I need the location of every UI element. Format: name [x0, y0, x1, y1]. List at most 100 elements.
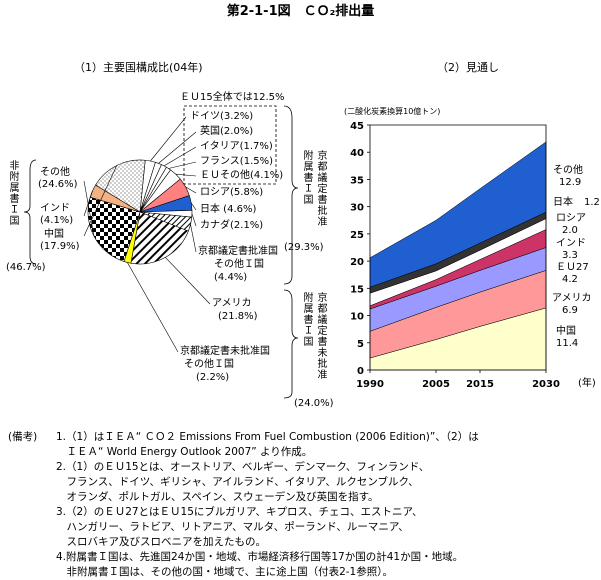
- note-1: (備考) 1.（1）はＩＥＡ“ ＣＯ２ Emissions From Fuel …: [8, 430, 596, 445]
- y-tick-label-6: 30: [350, 203, 364, 214]
- pie-label-canada: カナダ(2.1%): [200, 220, 264, 231]
- pie-label-other: その他: [40, 167, 70, 178]
- pie-label-other-pct: (24.6%): [38, 179, 78, 190]
- pie-leader-4: [175, 173, 197, 177]
- note-4-line-1: 4.附属書Ｉ国は、先進国24か国・地域、市場経済移行国等17か国の計41か国・地…: [56, 551, 464, 563]
- note-1-line-1: 1.（1）はＩＥＡ“ ＣＯ２ Emissions From Fuel Combu…: [56, 431, 479, 443]
- pie-label-italy: イタリア(1.7%): [200, 141, 273, 152]
- pie-label-germany: ドイツ(3.2%): [190, 111, 254, 122]
- x-tick-label-2: 2015: [466, 379, 494, 390]
- pie-leader-2: [163, 146, 197, 167]
- pie-leader-5: [185, 186, 197, 194]
- note-2-line-2: フランス、ドイツ、ギリシャ、アイルランド、イタリア、ルクセンブルク、: [56, 476, 419, 488]
- bracket-non-annex1: [23, 159, 37, 265]
- pie-leader-left-0: [83, 180, 95, 237]
- pie-label-usa: アメリカ: [212, 298, 252, 309]
- y-tick-label-4: 20: [350, 257, 364, 268]
- series-value-russia: 2.0: [562, 225, 578, 236]
- pie-label-nonratified: 京都議定書未批准国: [180, 346, 270, 357]
- pie-leader-10: [127, 262, 179, 353]
- y-tick-label-9: 45: [350, 121, 364, 132]
- pie-leader-left-2: [83, 165, 118, 237]
- pie-label-france: フランス(1.5%): [200, 156, 274, 167]
- y-tick-label-5: 25: [350, 230, 364, 241]
- series-label-eu27: ＥＵ27: [556, 262, 589, 273]
- group-non-annex1-label: 非附属書Ｉ国: [7, 160, 18, 226]
- pie-leader-6: [190, 202, 197, 211]
- pie-slice-13: [95, 159, 146, 213]
- pie-label-annex1-other-pct: (4.4%): [214, 272, 248, 283]
- note-3-line-2: ハンガリー、ラトビア、リトアニア、マルタ、ポーランド、ルーマニア、: [56, 521, 409, 533]
- notes: (備考) 1.（1）はＩＥＡ“ ＣＯ２ Emissions From Fuel …: [8, 430, 596, 580]
- eu15-group-frame: [183, 105, 277, 185]
- series-value-eu27: 4.2: [562, 274, 578, 285]
- pie-leader-1: [158, 131, 197, 164]
- y-tick-label-3: 15: [350, 284, 364, 295]
- area-xaxis-unit: (年): [578, 378, 596, 389]
- pie-eu15-total: ＥＵ15全体では12.5%: [180, 92, 285, 103]
- series-value-other: 12.9: [559, 177, 582, 188]
- pie-label-nonratified-2: その他Ｉ国: [184, 359, 234, 370]
- group-nonratified-label-1: 附属書Ｉ国: [301, 292, 312, 347]
- charts-canvas: 0 5 10 15 20 25 30 35 40 45 1990 2005 2015 2030: [23, 105, 560, 399]
- bracket-ratified: [283, 105, 299, 285]
- series-value-india: 3.3: [562, 250, 578, 261]
- pie-label-eu-other: ＥＵその他(4.1%): [200, 170, 284, 181]
- group-ratified-pct: (29.3%): [284, 242, 324, 253]
- pie-chart: [87, 159, 193, 265]
- pie-label-india-pct: (4.1%): [40, 215, 74, 226]
- pie-leader-0: [150, 116, 187, 162]
- pie-slice-11: [87, 196, 141, 262]
- pie-label-japan: 日本 (4.6%): [200, 204, 257, 215]
- pie-panel-title: （1）主要国構成比(04年): [74, 61, 203, 74]
- pie-leader-lines: [23, 105, 299, 399]
- pie-label-india: インド: [40, 203, 70, 214]
- group-ratified-label-1: 附属書Ｉ国: [301, 150, 312, 205]
- y-tick-label-2: 10: [350, 312, 364, 323]
- pie-label-annex1-other: 京都議定書批准国: [198, 246, 278, 257]
- pie-label-uk: 英国(2.0%): [200, 126, 254, 137]
- series-label-china: 中国: [556, 326, 576, 337]
- pie-leader-3: [168, 161, 197, 169]
- note-1-line-2: ＩＥＡ“ World Energy Outlook 2007” より作成。: [56, 446, 313, 458]
- note-2-line-1: 2.（1）のＥＵ15とは、オーストリア、ベルギー、デンマーク、フィンランド、: [56, 461, 430, 473]
- area-panel-title: （2）見通し: [437, 61, 499, 74]
- series-label-usa: アメリカ: [552, 293, 592, 304]
- y-tick-label-0: 0: [357, 366, 364, 377]
- note-3-line-3: スロバキア及びスロベニアを加えたもの。: [56, 536, 266, 548]
- series-label-other: その他: [553, 165, 583, 176]
- y-tick-label-7: 35: [350, 175, 364, 186]
- series-value-japan: 1.2: [584, 197, 600, 208]
- series-value-china: 11.4: [556, 338, 579, 349]
- series-value-usa: 6.9: [562, 305, 578, 316]
- series-label-japan: 日本: [553, 197, 573, 208]
- group-nonratified-label-2: 京都議定書未批准: [315, 292, 326, 380]
- pie-leader-7: [191, 213, 197, 227]
- series-label-russia: ロシア: [556, 213, 586, 224]
- pie-leader-9: [165, 257, 211, 305]
- x-tick-label-0: 1990: [356, 379, 384, 390]
- y-tick-label-8: 40: [350, 148, 364, 159]
- pie-label-usa-pct: (21.8%): [218, 311, 258, 322]
- pie-label-china: 中国: [44, 229, 64, 240]
- figure-title: 第2-1-1図 ＣＯ₂排出量: [226, 4, 375, 19]
- pie-leader-left-1: [83, 190, 93, 217]
- pie-label-nonratified-pct: (2.2%): [196, 372, 230, 383]
- pie-slice-9: [130, 211, 189, 265]
- y-tick-label-1: 5: [357, 339, 364, 350]
- area-unit-label: (二酸化炭素換算10億トン): [344, 107, 441, 116]
- pie-leader-8: [190, 224, 197, 253]
- bracket-nonratified: [283, 289, 299, 399]
- x-tick-label-3: 2030: [532, 379, 560, 390]
- note-2-line-3: オランダ、ポルトガル、スペイン、スウェーデン及び英国を指す。: [56, 491, 379, 503]
- notes-heading: (備考): [8, 431, 38, 443]
- pie-label-china-pct: (17.9%): [40, 241, 80, 252]
- series-label-india: インド: [556, 238, 586, 249]
- x-tick-label-1: 2005: [422, 379, 450, 390]
- area-chart: 0 5 10 15 20 25 30 35 40 45 1990 2005 2015 2030: [350, 121, 560, 390]
- pie-label-annex1-other-2: その他Ｉ国: [214, 259, 264, 270]
- group-ratified-label-2: 京都議定書批准: [315, 150, 326, 227]
- pie-label-russia: ロシア(5.8%): [200, 187, 264, 198]
- group-non-annex1-pct: (46.7%): [6, 262, 46, 273]
